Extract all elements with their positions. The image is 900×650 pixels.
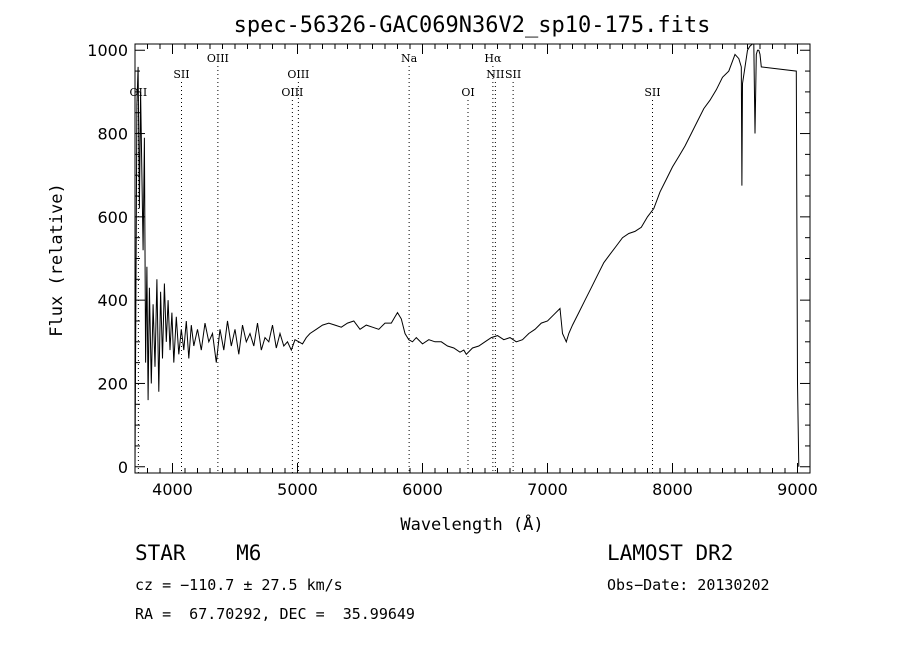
line-label: NII: [486, 68, 504, 81]
x-tick-label: 4000: [152, 480, 193, 499]
y-tick-label: 200: [97, 374, 128, 393]
y-tick-label: 0: [118, 458, 128, 477]
x-tick-label: 6000: [402, 480, 443, 499]
line-label: OIII: [281, 86, 303, 99]
line-label: OIII: [287, 68, 309, 81]
y-tick-label: 1000: [87, 41, 128, 60]
line-label: SII: [644, 86, 660, 99]
redshift-velocity: cz = −110.7 ± 27.5 km/s: [135, 576, 343, 594]
line-label: OI: [461, 86, 474, 99]
sky-coordinates: RA = 67.70292, DEC = 35.99649: [135, 605, 415, 623]
line-label: Na: [401, 52, 418, 65]
x-axis-label: Wavelength (Å): [400, 513, 543, 535]
line-label: SII: [173, 68, 189, 81]
x-tick-label: 9000: [777, 480, 818, 499]
x-axis-ticks: 4000 5000 6000 7000 8000 9000: [134, 44, 818, 499]
survey-name: LAMOST DR2: [607, 541, 734, 565]
y-axis-label: Flux (relative): [47, 183, 67, 337]
y-tick-label: 800: [97, 125, 128, 144]
chart-title: spec-56326-GAC069N36V2_sp10-175.fits: [234, 13, 711, 38]
emission-line-markers: [137, 66, 653, 473]
line-label: SII: [505, 68, 521, 81]
line-label: Hα: [484, 52, 502, 65]
observation-date: Obs−Date: 20130202: [607, 576, 770, 594]
plot-frame: [134, 43, 811, 474]
y-axis-ticks: 0 200 400 600 800 1000: [87, 41, 810, 477]
line-label: OIII: [207, 52, 229, 65]
x-tick-label: 8000: [652, 480, 693, 499]
y-tick-label: 600: [97, 208, 128, 227]
spectrum-line: [134, 43, 800, 467]
x-tick-label: 7000: [527, 480, 568, 499]
y-tick-label: 400: [97, 291, 128, 310]
object-class: STAR M6: [135, 541, 262, 565]
x-tick-label: 5000: [277, 480, 318, 499]
